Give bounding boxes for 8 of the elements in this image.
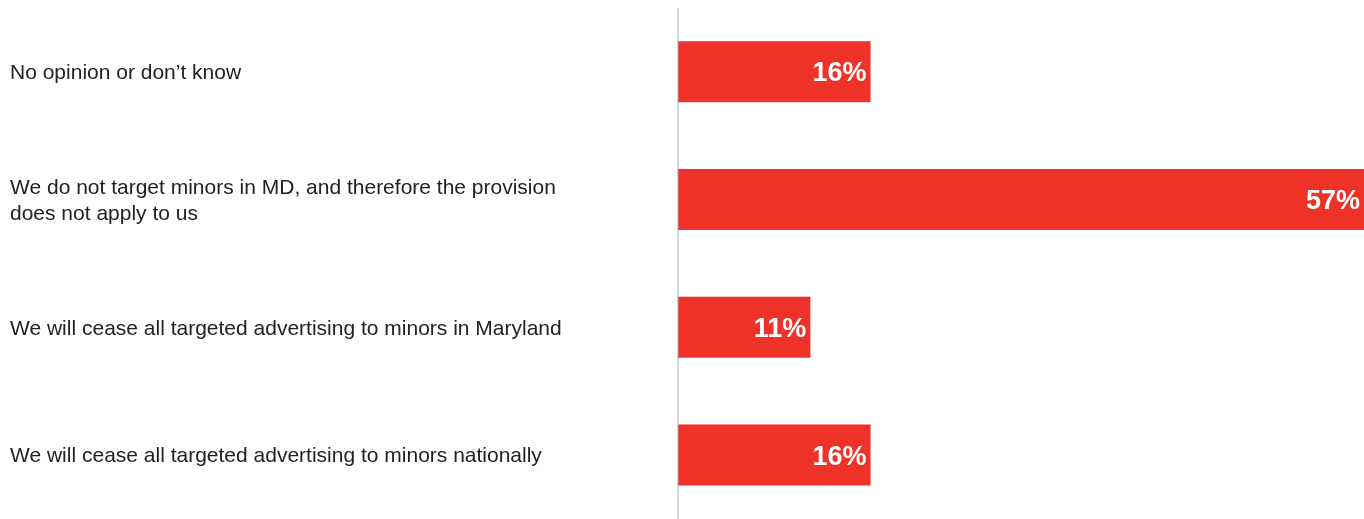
y-tick-label: No opinion or don’t know — [10, 60, 242, 84]
data-label: 11% — [753, 312, 807, 343]
y-tick-label: We do not target minors in MD, and therefore the provision does not apply to us — [10, 174, 556, 224]
y-tick-label: We will cease all targeted advertising to minors in Maryland — [10, 315, 562, 339]
data-label: 16% — [812, 57, 867, 88]
y-tick-label: We will cease all targeted advertising to minors nationally — [10, 443, 543, 467]
data-label: 16% — [812, 440, 867, 471]
data-label: 57% — [1305, 185, 1360, 216]
